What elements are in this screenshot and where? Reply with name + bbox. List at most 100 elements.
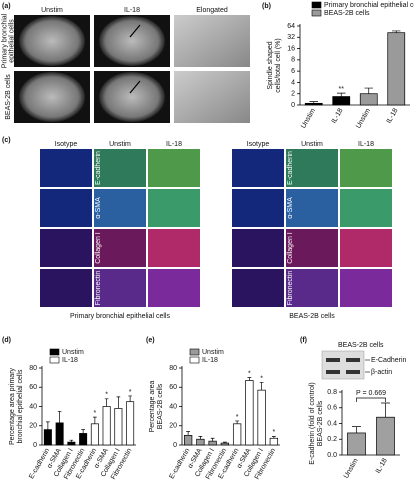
- micrograph: [40, 189, 92, 227]
- column-label: Unstim: [41, 7, 63, 14]
- micrograph: [94, 149, 146, 187]
- column-label: IL-18: [124, 7, 140, 14]
- band: [326, 370, 340, 374]
- legend-swatch: [49, 348, 60, 356]
- bar: [114, 408, 123, 446]
- y-tick-label: 6: [291, 68, 295, 75]
- y-tick-label: 20: [169, 423, 177, 430]
- y-tick-label: 4: [291, 79, 295, 86]
- error-bar: [128, 395, 132, 402]
- column-label: IL-18: [358, 141, 374, 148]
- error-bar: [93, 416, 97, 424]
- x-tick-label: IL-18: [331, 107, 345, 124]
- error-bar: [186, 431, 191, 436]
- error-bar: [309, 101, 319, 104]
- bar: [102, 406, 111, 446]
- error-bar: [235, 420, 240, 424]
- bar: [183, 435, 193, 446]
- column-label: Unstim: [301, 141, 323, 148]
- annotation: *: [129, 389, 132, 396]
- y-tick-label: 60: [169, 384, 177, 391]
- micrograph: [40, 149, 92, 187]
- error-bar: [116, 396, 121, 409]
- micrograph: [286, 149, 338, 187]
- x-tick-label: Unstim: [300, 107, 317, 130]
- bracket: [356, 397, 386, 402]
- row-label: BEAS-2B cells: [5, 74, 12, 120]
- column-label: Isotype: [55, 141, 78, 148]
- micrograph: [340, 229, 392, 267]
- bar: [269, 437, 279, 446]
- legend-label: Unstim: [202, 349, 224, 356]
- bar: [257, 389, 266, 446]
- axis-label: Percentage area: [149, 381, 156, 433]
- error-bar: [210, 437, 215, 442]
- error-bar: [104, 398, 109, 407]
- group-label: Primary bronchial epithelial cells: [70, 313, 170, 320]
- axis-label: E-cadherin (fold of control): [309, 382, 316, 464]
- annotation: *: [236, 414, 239, 421]
- micrograph: [40, 269, 92, 307]
- group-label: BEAS-2B cells: [289, 313, 335, 320]
- error-bar: [222, 441, 227, 444]
- row-label: Primary bronchial: [1, 13, 8, 68]
- y-tick-label: 64: [287, 23, 295, 30]
- row-label: Collagen I: [95, 232, 102, 264]
- micrograph: [286, 269, 338, 307]
- micrograph: [232, 149, 284, 187]
- error-bar: [336, 92, 346, 97]
- error-bar: [57, 410, 62, 423]
- micrograph: [94, 189, 146, 227]
- micrograph: [148, 229, 200, 267]
- micrograph: [174, 15, 250, 67]
- panel-label: (e): [146, 337, 155, 344]
- error-bar: [259, 382, 264, 391]
- arrow: [129, 80, 141, 94]
- bar: [55, 422, 64, 446]
- bar: [126, 401, 135, 446]
- y-tick-label: 0.0: [327, 452, 337, 459]
- panel-label: (f): [300, 337, 307, 344]
- micrograph: [340, 189, 392, 227]
- error-bar: [381, 402, 390, 418]
- axis-label: cells/total cell (%): [275, 38, 282, 92]
- blot-title: BEAS-2B cells: [338, 342, 384, 349]
- bar: [196, 438, 205, 446]
- x-tick-label: Unstim: [343, 457, 360, 480]
- panel-label: (b): [262, 3, 271, 10]
- bar: [359, 93, 378, 106]
- p-value: P = 0.669: [356, 390, 386, 397]
- legend-swatch: [311, 1, 322, 9]
- y-tick-label: 0.6: [327, 405, 337, 412]
- row-label: Fibronectin: [95, 271, 102, 306]
- legend-swatch: [189, 356, 200, 364]
- label: (a): [2, 3, 11, 10]
- axis-label: BEAS-2B cells: [157, 383, 164, 429]
- bar: [245, 380, 254, 446]
- axis-label: BEAS-2B cells: [317, 400, 324, 446]
- row-label: E-cadherin: [95, 151, 102, 185]
- bar: [90, 423, 99, 446]
- error-bar: [271, 435, 276, 439]
- y-tick-label: 80: [169, 365, 177, 372]
- error-bar: [247, 377, 252, 381]
- row-label: Collagen I: [287, 232, 294, 264]
- micrograph: [148, 149, 200, 187]
- legend-swatch: [311, 9, 322, 17]
- annotation: *: [105, 392, 108, 399]
- blot: [321, 350, 365, 380]
- micrograph: [94, 269, 146, 307]
- y-tick-label: 0.8: [327, 389, 337, 396]
- blot-label: β-actin: [371, 369, 392, 376]
- row-label: α-SMA: [287, 197, 294, 219]
- x-tick-label: IL-18: [375, 457, 389, 474]
- legend-label: Primary bronchial epithelial cells: [324, 2, 414, 9]
- arrow: [129, 24, 141, 38]
- row-label: Fibronectin: [287, 271, 294, 306]
- y-tick-label: 8: [291, 57, 295, 64]
- bar: [67, 441, 76, 446]
- error-bar: [198, 435, 203, 440]
- y-tick-label: 0: [173, 442, 177, 449]
- column-label: IL-18: [166, 141, 182, 148]
